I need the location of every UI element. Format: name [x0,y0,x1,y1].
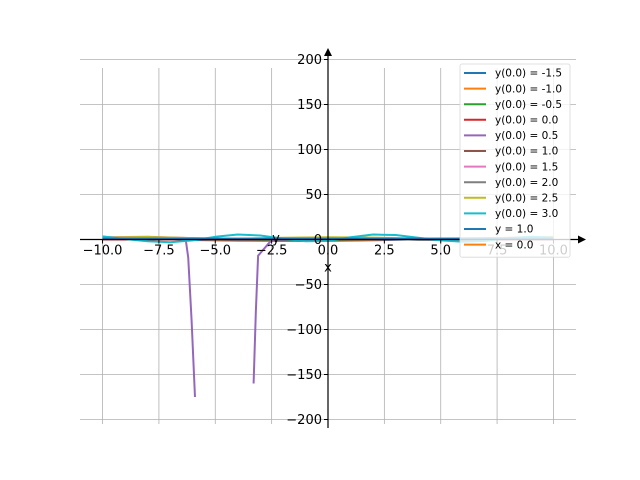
x-tick-label-6: 5.0 [430,244,451,259]
x-tick-label-5: 2.5 [374,244,395,259]
x-tick-label-3: −2.5 [256,244,288,259]
y-tick-label-8: 200 [297,53,322,68]
legend-label-9: y(0.0) = 3.0 [495,208,558,220]
y-tick-label-0: −200 [286,413,322,428]
x-tick-label-2: −5.0 [199,244,231,259]
legend-box [459,63,571,258]
legend-label-4: y(0.0) = 0.5 [495,130,558,142]
legend-label-10: y = 1.0 [495,224,533,236]
x-tick-label-4: 0.0 [318,244,339,259]
legend-label-3: y(0.0) = 0.0 [495,115,558,127]
y-axis-arrow [324,48,332,56]
y-tick-label-1: −150 [286,368,322,383]
y-tick-label-3: −50 [295,278,322,293]
y-tick-label-5: 50 [305,188,322,203]
x-tick-label-1: −7.5 [143,244,175,259]
legend-label-1: y(0.0) = -1.0 [495,83,562,95]
x-tick-label-0: −10.0 [83,244,123,259]
legend-label-8: y(0.0) = 2.5 [495,193,558,205]
legend-label-7: y(0.0) = 2.0 [495,177,558,189]
legend: y(0.0) = -1.5 y(0.0) = -1.0 y(0.0) = -0.5 y… [459,63,571,258]
x-axis-arrow [578,235,586,244]
legend-label-0: y(0.0) = -1.5 [495,68,562,80]
legend-label-6: y(0.0) = 1.5 [495,161,558,173]
y-tick-label-6: 100 [297,143,322,158]
legend-label-11: x = 0.0 [495,239,533,251]
legend-label-5: y(0.0) = 1.0 [495,146,558,158]
y-tick-label-2: −100 [286,323,322,338]
legend-label-2: y(0.0) = -0.5 [495,99,562,111]
x-axis-label: x [324,261,332,276]
y-tick-label-7: 150 [297,98,322,113]
y-axis-label: y [272,232,280,247]
y-tick-label-4: 0 [314,233,322,248]
